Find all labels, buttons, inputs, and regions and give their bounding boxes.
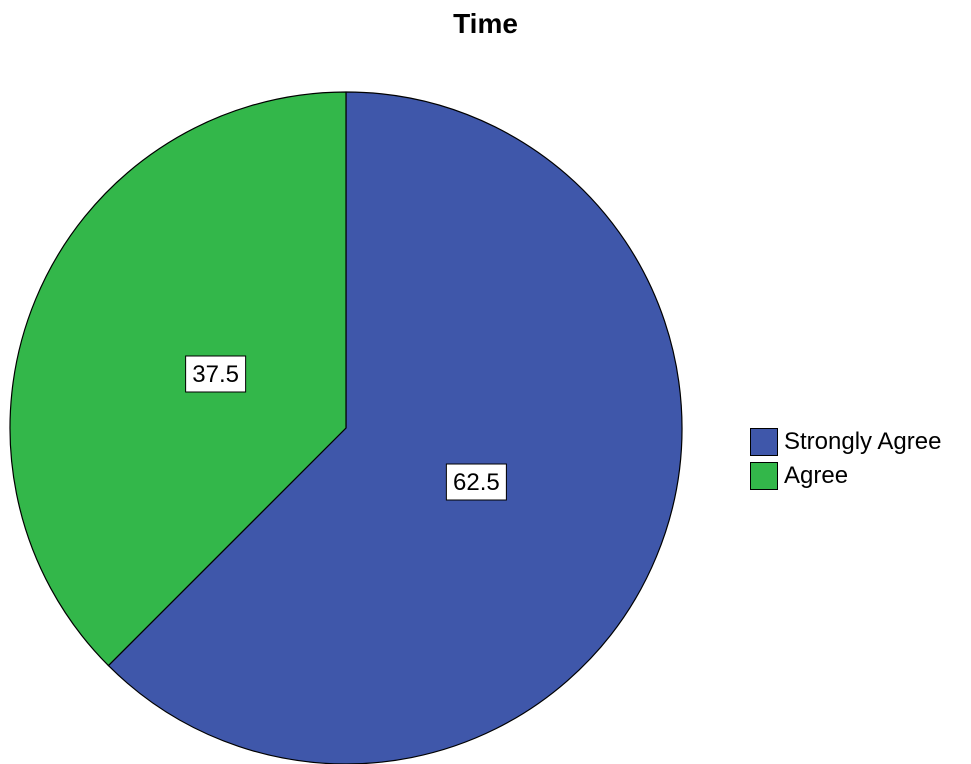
chart-title: Time: [453, 8, 518, 39]
legend-label-agree: Agree: [784, 462, 849, 489]
legend-label-strongly-agree: Strongly Agree: [784, 428, 942, 455]
legend-item-strongly-agree: Strongly Agree: [750, 425, 941, 459]
legend-swatch-agree: [750, 462, 778, 490]
data-label-strongly-agree: 62.5: [445, 463, 507, 501]
legend-swatch-strongly-agree: [750, 428, 778, 456]
data-label-agree: 37.5: [185, 355, 247, 393]
data-label-box: [185, 355, 247, 393]
pie-slice-agree: [9, 91, 347, 667]
data-label-box: [445, 463, 507, 501]
pie-slice-strongly-agree: [107, 91, 683, 764]
legend-item-agree: Agree: [750, 459, 941, 493]
data-label-text: 37.5: [192, 361, 239, 388]
data-label-text: 62.5: [453, 469, 500, 496]
legend: Strongly Agree Agree: [750, 425, 941, 493]
